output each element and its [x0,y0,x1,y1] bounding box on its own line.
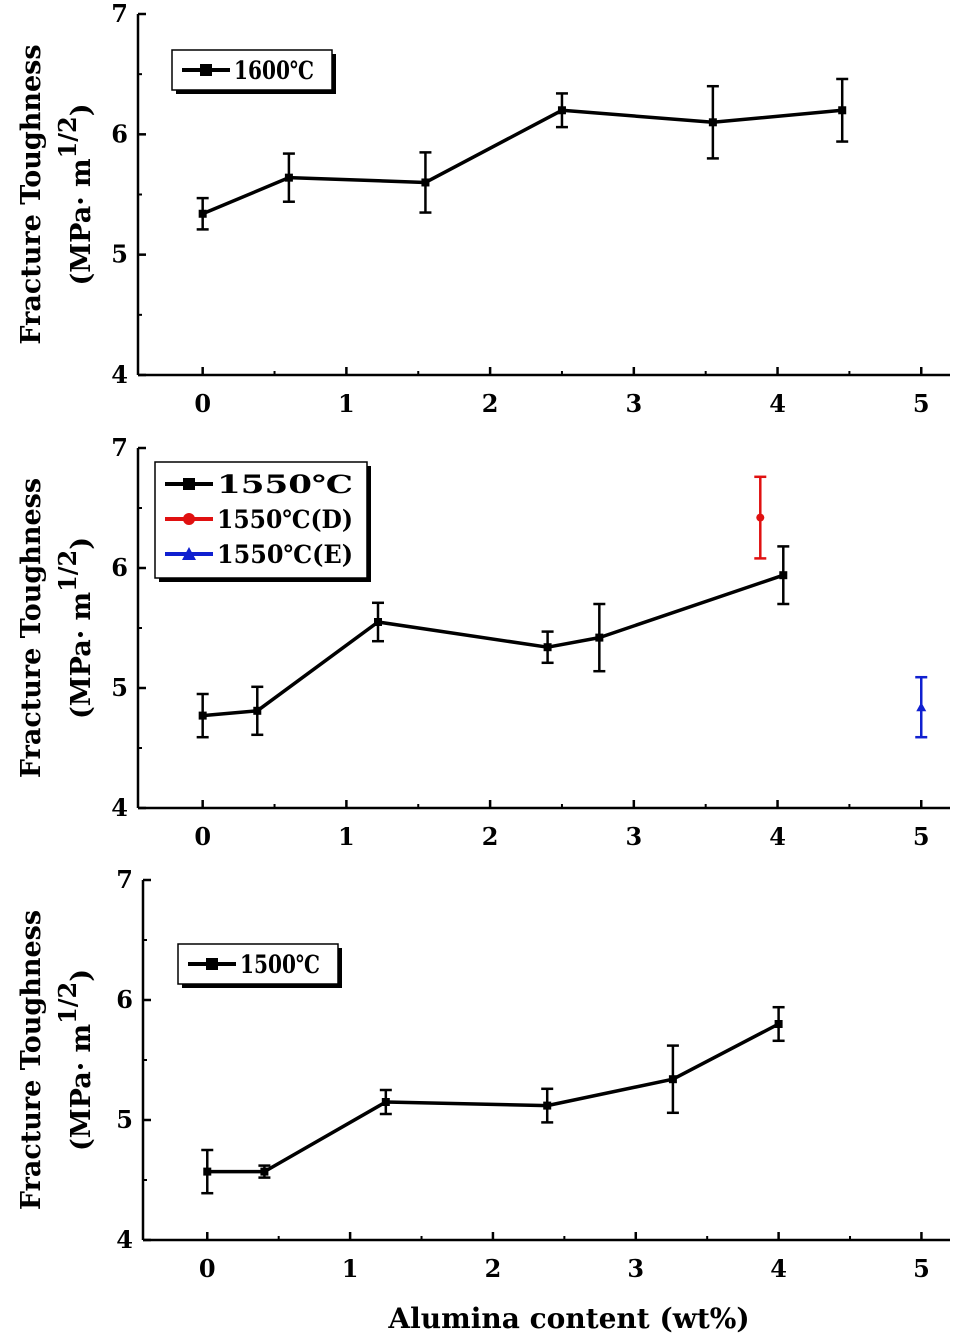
series-line [207,1022,780,1174]
data-point [543,1101,552,1110]
legend-label: 1550℃(D) [217,505,353,534]
legend-label: 1550℃(E) [217,540,353,569]
y-axis-label-unit: (MPa· m [66,592,97,719]
data-point [543,643,552,652]
y-tick-label: 4 [116,1225,133,1254]
data-point [708,118,717,127]
x-tick-label: 5 [913,389,930,418]
y-axis-label-line1: Fracture Toughness [16,478,47,778]
data-point [916,702,927,712]
data-point [838,106,847,115]
x-tick-label: 4 [769,822,786,851]
data-point [381,1098,390,1106]
series-line [201,108,843,216]
x-tick-label: 3 [625,389,642,418]
x-tick-label: 2 [482,389,499,418]
data-point [595,633,604,642]
y-axis-label-line2: (MPa· m1/2) [53,537,97,719]
y-tick-label: 5 [116,1105,133,1134]
x-tick-label: 0 [194,389,211,418]
data-point [668,1075,677,1084]
y-tick-label: 4 [111,793,128,822]
x-tick-label: 2 [482,822,499,851]
y-axis-label-close: ) [66,969,97,982]
legend-marker [183,478,195,490]
y-axis-label-unit: (MPa· m [66,1024,97,1151]
data-point [203,1167,212,1176]
y-tick-label: 4 [111,360,128,389]
series-line [202,573,784,718]
y-axis-label-exponent: 1/2 [53,550,82,592]
y-axis-label-close: ) [66,103,97,116]
x-tick-label: 2 [485,1254,502,1283]
legend-label: 1600℃ [234,56,314,85]
data-point [421,178,430,187]
y-tick-label: 7 [111,0,128,28]
data-point [198,711,207,720]
x-tick-label: 1 [338,389,355,418]
series-1500℃ [201,1005,785,1195]
legend: 1550℃ 1550℃(D) 1550℃(E) [154,461,371,582]
y-tick-label: 5 [111,240,128,269]
y-axis-label-line1: Fracture Toughness [16,910,47,1210]
data-point [557,106,566,115]
x-axis-label: Alumina content (wt%) [387,1302,749,1335]
y-tick-label: 5 [111,673,128,702]
legend-label: 1500℃ [240,950,320,979]
x-tick-label: 5 [913,1254,930,1283]
y-axis-label-unit: (MPa· m [66,158,97,285]
x-tick-label: 5 [913,822,930,851]
legend-marker [183,513,195,525]
data-point [253,706,262,715]
series-1550℃(D) [754,475,767,560]
series-1600℃ [196,77,849,231]
legend-marker [182,547,196,560]
y-tick-label: 6 [116,985,133,1014]
x-tick-label: 3 [625,822,642,851]
series-1550℃(E) [915,675,928,739]
legend-box [171,49,333,91]
y-tick-label: 6 [111,119,128,148]
y-tick-label: 7 [111,433,128,462]
legend-marker [206,958,218,970]
data-point [284,173,293,182]
y-tick-label: 7 [116,865,133,894]
y-axis-label-exponent: 1/2 [53,116,82,158]
data-point [374,618,383,626]
y-axis-label-line1: Fracture Toughness [16,44,47,344]
x-tick-label: 0 [199,1254,216,1283]
series-1550℃ [196,545,790,739]
legend-label: 1550℃ [217,470,353,499]
data-point [756,513,765,522]
y-axis-label-exponent: 1/2 [53,982,82,1024]
legend: 1500℃ [177,943,342,988]
x-tick-label: 1 [338,822,355,851]
legend-marker [200,64,212,76]
x-tick-label: 4 [770,1254,787,1283]
x-tick-label: 4 [769,389,786,418]
x-tick-label: 1 [342,1254,359,1283]
y-axis-label-line2: (MPa· m1/2) [53,969,97,1151]
legend: 1600℃ [171,49,336,94]
y-axis-label-close: ) [66,537,97,550]
data-point [260,1167,269,1176]
data-point [198,209,207,218]
data-point [779,571,788,580]
x-tick-label: 3 [627,1254,644,1283]
data-point [774,1020,783,1028]
x-tick-label: 0 [194,822,211,851]
y-axis-label-line2: (MPa· m1/2) [53,103,97,285]
y-tick-label: 6 [111,553,128,582]
